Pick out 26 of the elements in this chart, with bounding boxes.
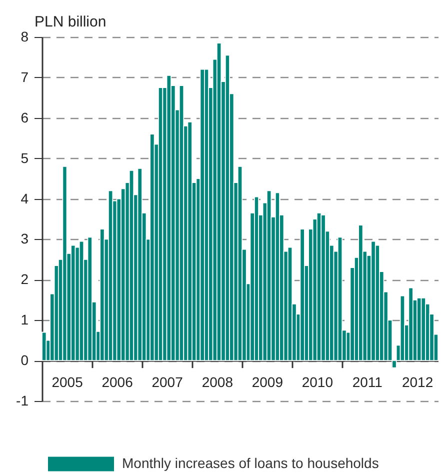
- bar: [408, 287, 414, 362]
- x-tick-label: 2009: [252, 374, 284, 390]
- bar: [42, 332, 47, 362]
- y-axis-title: PLN billion: [34, 14, 106, 30]
- x-tick-label: 2006: [102, 374, 134, 390]
- y-tick-label: 5: [20, 150, 29, 166]
- x-tick-label: 2011: [352, 374, 383, 390]
- y-tick-label: 7: [20, 68, 29, 85]
- y-tick-label: 6: [20, 109, 29, 126]
- y-tick-label: 8: [20, 28, 29, 44]
- bar: [320, 214, 326, 362]
- y-tick-label: 1: [20, 312, 29, 328]
- legend-label: Monthly increases of loans to households: [122, 455, 379, 471]
- x-tick-label: 2007: [152, 374, 184, 390]
- y-tick-label: 4: [20, 190, 29, 206]
- x-tick-label: 2005: [52, 374, 84, 390]
- bar: [337, 236, 343, 362]
- x-tick-label: 2008: [202, 374, 234, 390]
- y-tick-label: 2: [20, 271, 29, 288]
- y-tick-label: 0: [20, 352, 29, 368]
- bar: [62, 166, 68, 362]
- x-tick-label: 2010: [302, 374, 334, 390]
- y-tick-label: -1: [16, 392, 29, 408]
- bar: [358, 224, 364, 362]
- y-tick-label: 3: [20, 230, 29, 247]
- x-tick-label: 2012: [402, 374, 434, 390]
